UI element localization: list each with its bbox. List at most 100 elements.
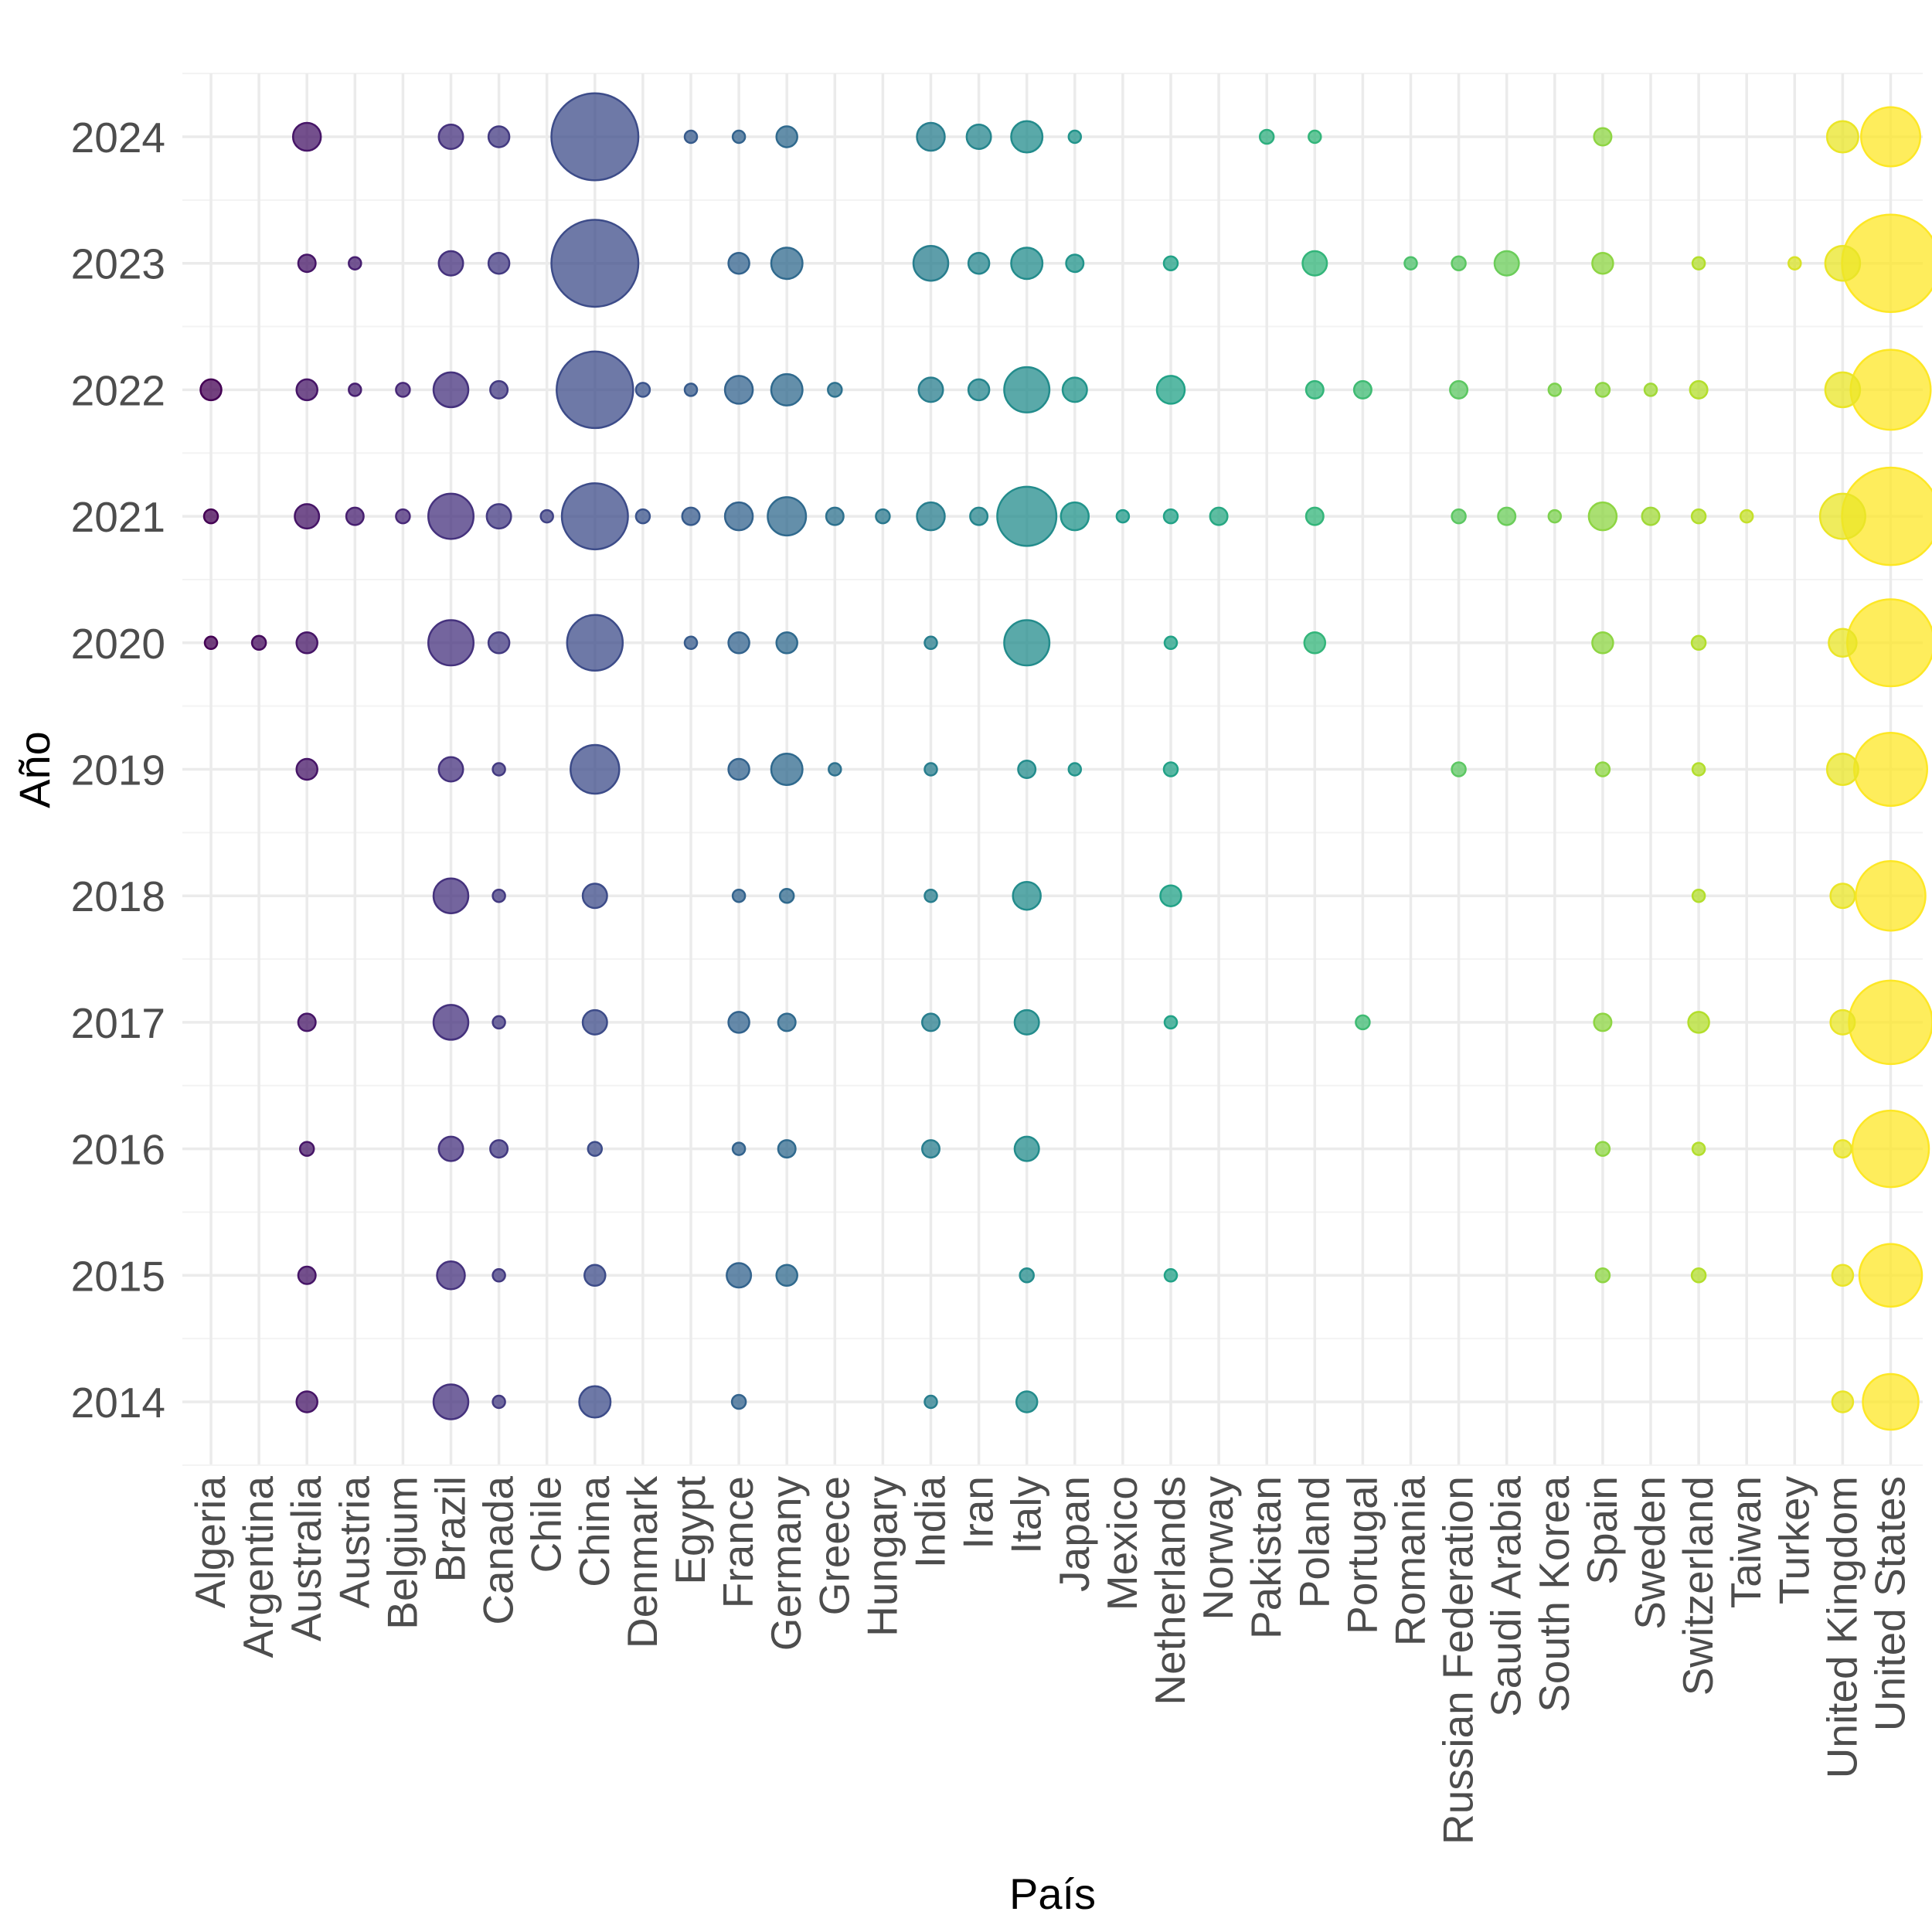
bubble-point: China 2019 <box>570 743 621 795</box>
bubble-point: Switzerland 2015 <box>1690 1267 1707 1284</box>
bubble-point: Denmark 2022 <box>634 382 651 398</box>
bubble-point: India 2017 <box>921 1012 940 1032</box>
bubble-point: Russian Federation 2023 <box>1451 255 1467 271</box>
bubble-point: India 2020 <box>923 635 938 651</box>
bubble-point: Turkey 2023 <box>1787 256 1802 270</box>
bubble-point: United Kingdom 2020 <box>1828 628 1858 658</box>
bubble-point: Spain 2023 <box>1591 251 1614 275</box>
y-tick-label: 2020 <box>71 620 165 668</box>
bubble-point: France 2024 <box>731 129 747 145</box>
bubble-point: Italy 2014 <box>1015 1390 1039 1413</box>
grid <box>182 73 1923 1466</box>
bubble-point: Germany 2020 <box>775 631 798 655</box>
bubble-point: Canada 2018 <box>492 888 506 903</box>
x-tick-label: Iran <box>954 1476 1002 1549</box>
bubble-point: France 2018 <box>731 888 747 903</box>
bubble-point: Canada 2022 <box>489 379 509 400</box>
bubble-point: Australia 2022 <box>295 378 318 402</box>
bubble-point: India 2019 <box>923 762 938 777</box>
bubble-point: United Kingdom 2017 <box>1829 1009 1856 1036</box>
bubble-point: Saudi Arabia 2021 <box>1497 506 1517 526</box>
bubble-point: Brazil 2015 <box>436 1260 466 1291</box>
y-tick-label: 2022 <box>71 366 165 414</box>
x-tick-label: Poland <box>1290 1476 1338 1608</box>
bubble-point: Germany 2018 <box>778 887 795 904</box>
bubble-point: Canada 2017 <box>492 1015 506 1030</box>
x-tick-label: Sweden <box>1626 1476 1674 1630</box>
x-tick-label: United Kingdom <box>1818 1476 1866 1778</box>
bubble-point: France 2019 <box>727 757 750 781</box>
bubble-point: Netherlands 2015 <box>1163 1268 1179 1283</box>
x-axis-title: País <box>1009 1869 1096 1918</box>
bubble-point: Italy 2022 <box>1003 366 1051 413</box>
y-tick-label: 2014 <box>71 1379 165 1427</box>
bubble-point: France 2017 <box>727 1011 750 1034</box>
bubble-point: Japan 2022 <box>1061 376 1088 403</box>
bubble-point: Italy 2019 <box>1017 760 1037 779</box>
bubble-point: United Kingdom 2022 <box>1824 371 1862 409</box>
bubble-point: United States 2015 <box>1858 1243 1923 1308</box>
x-tick-label: Chile <box>522 1476 570 1573</box>
y-axis-ticks: 2014 2015 2016 2017 2018 2019 2020 2021 2022 2023… <box>71 114 165 1427</box>
x-tick-label: Brazil <box>427 1476 474 1583</box>
bubble-point: Germany 2022 <box>770 372 804 406</box>
x-tick-label: Germany <box>762 1476 810 1651</box>
y-tick-label: 2023 <box>71 240 165 288</box>
bubble-point: United States 2018 <box>1855 859 1927 932</box>
bubble-point: Australia 2019 <box>295 757 318 781</box>
bubble-point: Italy 2023 <box>1010 247 1044 281</box>
bubble-point: Switzerland 2020 <box>1690 634 1707 651</box>
bubble-point: Poland 2022 <box>1304 379 1325 400</box>
bubble-point: United Kingdom 2014 <box>1831 1390 1855 1413</box>
bubble-point: Egypt 2022 <box>683 383 699 397</box>
bubble-point: United Kingdom 2021 <box>1818 492 1866 540</box>
bubble-point: Italy 2015 <box>1019 1267 1035 1284</box>
bubble-point: Iran 2022 <box>967 378 991 402</box>
bubble-point: Australia 2020 <box>295 631 318 655</box>
y-tick-label: 2019 <box>71 747 165 794</box>
x-tick-label: Australia <box>282 1476 330 1641</box>
bubble-point: United Kingdom 2016 <box>1832 1139 1852 1159</box>
bubble-point: Italy 2021 <box>996 485 1058 547</box>
bubble-point: Iran 2021 <box>969 506 989 526</box>
bubble-point: Brazil 2022 <box>432 371 470 409</box>
bubble-point: China 2022 <box>556 350 634 430</box>
bubble-point: China 2018 <box>581 883 608 910</box>
bubble-point: India 2023 <box>912 244 950 282</box>
bubble-point: Sweden 2021 <box>1641 506 1661 526</box>
bubble-point: Poland 2024 <box>1308 129 1322 145</box>
bubble-point: Russian Federation 2019 <box>1451 761 1467 777</box>
bubble-point: Spain 2016 <box>1594 1141 1611 1157</box>
bubble-point: Switzerland 2023 <box>1691 256 1706 270</box>
bubble-point: United States 2022 <box>1849 349 1932 431</box>
bubble-point: Italy 2016 <box>1013 1135 1040 1162</box>
bubble-point: Brazil 2019 <box>437 756 464 783</box>
bubble-point: France 2016 <box>731 1141 747 1156</box>
x-tick-label: China <box>570 1476 618 1587</box>
bubble-point: Australia 2021 <box>294 503 321 530</box>
bubble-point: Australia 2014 <box>295 1390 318 1413</box>
bubble-point: China 2020 <box>566 614 624 672</box>
bubble-point: Germany 2024 <box>775 125 798 148</box>
bubble-point: Spain 2020 <box>1591 631 1614 655</box>
bubble-point: Egypt 2024 <box>683 129 699 145</box>
bubble-point: Brazil 2018 <box>432 877 470 914</box>
bubble-point: Saudi Arabia 2023 <box>1493 250 1520 277</box>
bubble-point: China 2023 <box>550 219 640 308</box>
y-tick-label: 2016 <box>71 1126 165 1174</box>
x-tick-label: France <box>714 1476 762 1608</box>
bubble-point: Italy 2018 <box>1012 880 1042 911</box>
bubble-point: Spain 2019 <box>1594 761 1611 777</box>
bubble-point: Australia 2016 <box>298 1141 315 1157</box>
bubble-point: Switzerland 2017 <box>1687 1011 1710 1034</box>
bubble-point: Brazil 2014 <box>432 1383 470 1420</box>
bubble-point: Switzerland 2019 <box>1691 762 1706 777</box>
x-tick-label: Saudi Arabia <box>1482 1476 1530 1717</box>
bubble-point: Egypt 2020 <box>683 635 699 651</box>
bubble-point: Pakistan 2024 <box>1258 128 1275 145</box>
bubble-point: Belgium 2022 <box>395 382 411 398</box>
bubble-point: Greece 2019 <box>828 762 842 777</box>
x-tick-label: Pakistan <box>1242 1476 1290 1639</box>
bubble-point: France 2021 <box>723 501 754 532</box>
bubble-point: Germany 2021 <box>767 496 808 537</box>
